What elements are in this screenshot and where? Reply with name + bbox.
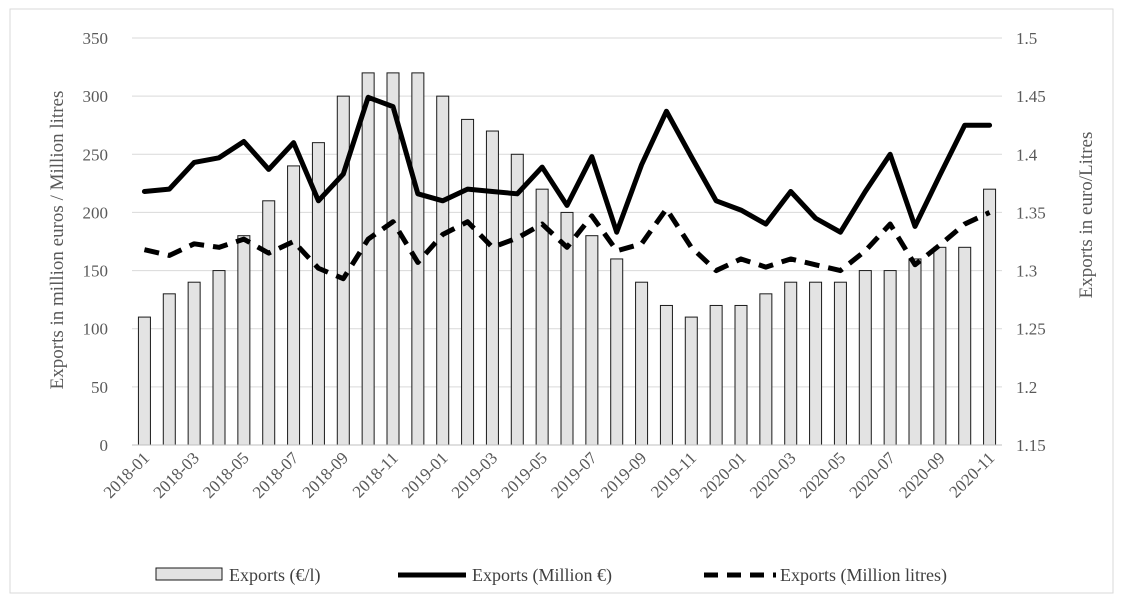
left-tick-label: 350 <box>83 29 109 48</box>
left-tick-label: 0 <box>100 436 109 455</box>
bar <box>212 270 226 446</box>
bar <box>833 281 847 446</box>
line-million-euros <box>141 94 993 235</box>
bar <box>809 281 823 446</box>
bar <box>883 270 897 446</box>
bar <box>336 95 350 446</box>
left-tick-label: 250 <box>83 145 109 164</box>
bar <box>237 235 251 446</box>
line-series <box>141 94 993 282</box>
left-tick-label: 300 <box>83 87 109 106</box>
bar <box>485 130 499 446</box>
bar <box>933 246 947 446</box>
bar <box>187 281 201 446</box>
right-tick-label: 1.35 <box>1016 203 1046 222</box>
bar <box>734 304 748 446</box>
legend-label-solid: Exports (Million €) <box>472 565 612 586</box>
bar <box>659 304 673 446</box>
bar <box>436 95 450 446</box>
right-axis-title: Exports in euro/Litres <box>1076 132 1097 299</box>
right-tick-label: 1.3 <box>1016 262 1037 281</box>
bar <box>162 293 176 446</box>
right-tick-label: 1.15 <box>1016 436 1046 455</box>
bar <box>461 118 475 446</box>
bar <box>759 293 773 446</box>
bar <box>610 258 624 446</box>
right-tick-label: 1.5 <box>1016 29 1037 48</box>
left-tick-label: 150 <box>83 262 109 281</box>
bar <box>784 281 798 446</box>
bar <box>983 188 997 446</box>
bar <box>510 153 524 446</box>
left-tick-label: 200 <box>83 203 109 222</box>
legend-label-bar: Exports (€/l) <box>229 565 321 586</box>
legend: Exports (€/l) Exports (Million €) Exports … <box>155 565 947 586</box>
line-million-litres <box>143 206 991 282</box>
right-y-axis: 1.15 1.2 1.25 1.3 1.35 1.4 1.45 1.5 <box>1016 29 1046 455</box>
bar <box>585 235 599 446</box>
bar <box>635 281 649 446</box>
legend-label-dashed: Exports (Million litres) <box>780 565 947 586</box>
left-tick-label: 50 <box>91 378 108 397</box>
bar <box>137 316 151 446</box>
bar <box>908 258 922 446</box>
right-tick-label: 1.25 <box>1016 320 1046 339</box>
bar <box>287 165 301 446</box>
left-tick-label: 100 <box>83 320 109 339</box>
bar <box>858 270 872 446</box>
bar <box>361 72 375 446</box>
bar <box>958 246 972 446</box>
left-y-axis: 0 50 100 150 200 250 300 350 <box>83 29 109 455</box>
right-tick-label: 1.2 <box>1016 378 1037 397</box>
right-tick-label: 1.45 <box>1016 87 1046 106</box>
legend-swatch-bar <box>155 567 223 581</box>
bar <box>684 316 698 446</box>
left-axis-title: Exports in million euros / Million litre… <box>47 91 68 390</box>
bar <box>262 200 276 446</box>
bar <box>709 304 723 446</box>
bar-series <box>137 72 997 446</box>
right-tick-label: 1.4 <box>1016 145 1038 164</box>
